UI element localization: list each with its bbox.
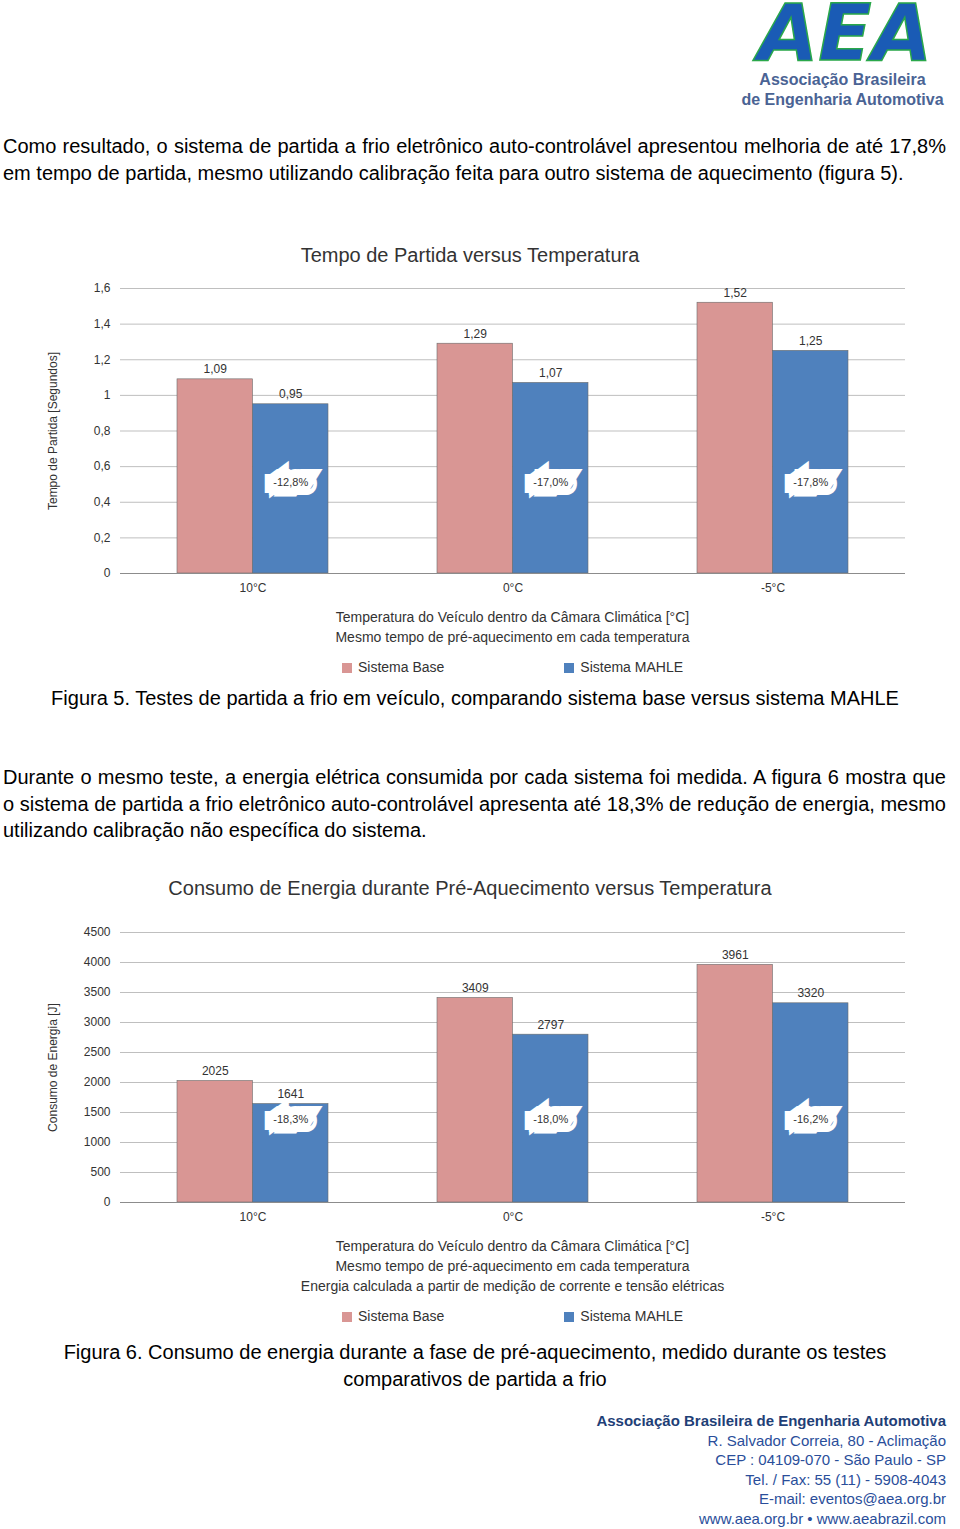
svg-text:10°C: 10°C — [240, 1210, 267, 1224]
svg-text:-17,8%: -17,8% — [793, 476, 828, 488]
svg-text:3320: 3320 — [797, 986, 824, 1000]
svg-text:4000: 4000 — [84, 955, 111, 969]
html-text:www.aea.org.br • www.aeabrazil: www.aea.org.br • www.aeabrazil.com — [699, 1510, 946, 1527]
html-text:Tel. / Fax: 55 (11) - 5908-404: Tel. / Fax: 55 (11) - 5908-4043 — [745, 1470, 946, 1488]
svg-text:1,09: 1,09 — [204, 362, 228, 376]
svg-text:2797: 2797 — [537, 1018, 564, 1032]
svg-text:-5°C: -5°C — [761, 581, 785, 595]
svg-text:0,2: 0,2 — [94, 531, 111, 545]
html-text:Tempo de Partida versus Temper: Tempo de Partida versus Temperatura — [300, 244, 640, 266]
html-text:Como resultado, o sistema de p: Como resultado, o sistema de partida a f… — [3, 135, 946, 184]
svg-text:500: 500 — [90, 1165, 110, 1179]
html-text:CEP : 04109-070 - São Paulo -: CEP : 04109-070 - São Paulo - SP — [715, 1451, 946, 1469]
svg-text:0,4: 0,4 — [94, 495, 111, 509]
svg-text:10°C: 10°C — [240, 581, 267, 595]
html-text:R. Salvador Correia, 80 - Acli: R. Salvador Correia, 80 - Aclimação — [707, 1431, 946, 1449]
svg-text:-17,0%: -17,0% — [533, 476, 568, 488]
svg-text:1,4: 1,4 — [94, 317, 111, 331]
html-text:E-mail: eventos@aea.org.br: E-mail: eventos@aea.org.br — [759, 1490, 946, 1508]
svg-text:-16,2%: -16,2% — [793, 1113, 828, 1125]
svg-text:Tempo de Partida [Segundos]: Tempo de Partida [Segundos] — [46, 352, 60, 510]
html-text:Sistema Base: Sistema Base — [358, 1308, 445, 1324]
html-text:Durante o mesmo teste, a energ: Durante o mesmo teste, a energia elétric… — [3, 766, 946, 841]
html-text:de Engenharia Automotiva: de Engenharia Automotiva — [741, 91, 944, 108]
html-text:Mesmo tempo de pré-aquecimento: Mesmo tempo de pré-aquecimento em cada t… — [335, 1258, 690, 1274]
svg-text:AEA: AEA — [752, 0, 932, 70]
svg-text:0: 0 — [104, 1195, 111, 1209]
svg-text:1: 1 — [104, 388, 111, 402]
svg-text:1,29: 1,29 — [464, 327, 488, 341]
svg-text:1,07: 1,07 — [539, 366, 563, 380]
html-text:Sistema MAHLE: Sistema MAHLE — [580, 659, 683, 675]
svg-text:0°C: 0°C — [503, 581, 523, 595]
html-text:Mesmo tempo de pré-aquecimento: Mesmo tempo de pré-aquecimento em cada t… — [335, 629, 690, 645]
svg-text:1,52: 1,52 — [724, 286, 748, 300]
svg-text:1,2: 1,2 — [94, 353, 111, 367]
svg-text:-18,3%: -18,3% — [273, 1113, 308, 1125]
svg-text:0,95: 0,95 — [279, 387, 303, 401]
svg-text:Consumo de Energia [J]: Consumo de Energia [J] — [46, 1003, 60, 1132]
html-text:Sistema Base: Sistema Base — [358, 659, 445, 675]
svg-text:-5°C: -5°C — [761, 1210, 785, 1224]
svg-text:1641: 1641 — [277, 1087, 304, 1101]
svg-text:1000: 1000 — [84, 1135, 111, 1149]
svg-text:0°C: 0°C — [503, 1210, 523, 1224]
svg-text:2500: 2500 — [84, 1045, 111, 1059]
svg-text:3500: 3500 — [84, 985, 111, 999]
html-text:Sistema MAHLE: Sistema MAHLE — [580, 1308, 683, 1324]
html-text:Consumo de Energia durante Pré: Consumo de Energia durante Pré-Aquecimen… — [168, 877, 772, 899]
svg-text:-12,8%: -12,8% — [273, 476, 308, 488]
svg-text:-18,0%: -18,0% — [533, 1113, 568, 1125]
svg-text:1,6: 1,6 — [94, 281, 111, 295]
html-text:Temperatura do Veículo dentro: Temperatura do Veículo dentro da Câmara … — [335, 1238, 690, 1254]
svg-text:0: 0 — [104, 566, 111, 580]
svg-text:2000: 2000 — [84, 1075, 111, 1089]
html-text:Energia calculada a partir de: Energia calculada a partir de medição de… — [300, 1278, 725, 1294]
html-text:Figura 6. Consumo de energia d: Figura 6. Consumo de energia durante a f… — [63, 1341, 887, 1390]
svg-text:2025: 2025 — [202, 1064, 229, 1078]
svg-text:0,8: 0,8 — [94, 424, 111, 438]
svg-text:1,25: 1,25 — [799, 334, 823, 348]
svg-text:3409: 3409 — [462, 981, 489, 995]
svg-text:4500: 4500 — [84, 925, 111, 939]
html-text:Temperatura do Veículo dentro: Temperatura do Veículo dentro da Câmara … — [335, 609, 690, 625]
html-text:Figura 5. Testes de partida a: Figura 5. Testes de partida a frio em ve… — [51, 687, 899, 709]
svg-text:0,6: 0,6 — [94, 459, 111, 473]
html-text:Associação Brasileira de Engen: Associação Brasileira de Engenharia Auto… — [596, 1412, 946, 1429]
svg-text:1500: 1500 — [84, 1105, 111, 1119]
html-text:Associação Brasileira: Associação Brasileira — [759, 71, 926, 88]
svg-text:3000: 3000 — [84, 1015, 111, 1029]
svg-text:3961: 3961 — [722, 948, 749, 962]
